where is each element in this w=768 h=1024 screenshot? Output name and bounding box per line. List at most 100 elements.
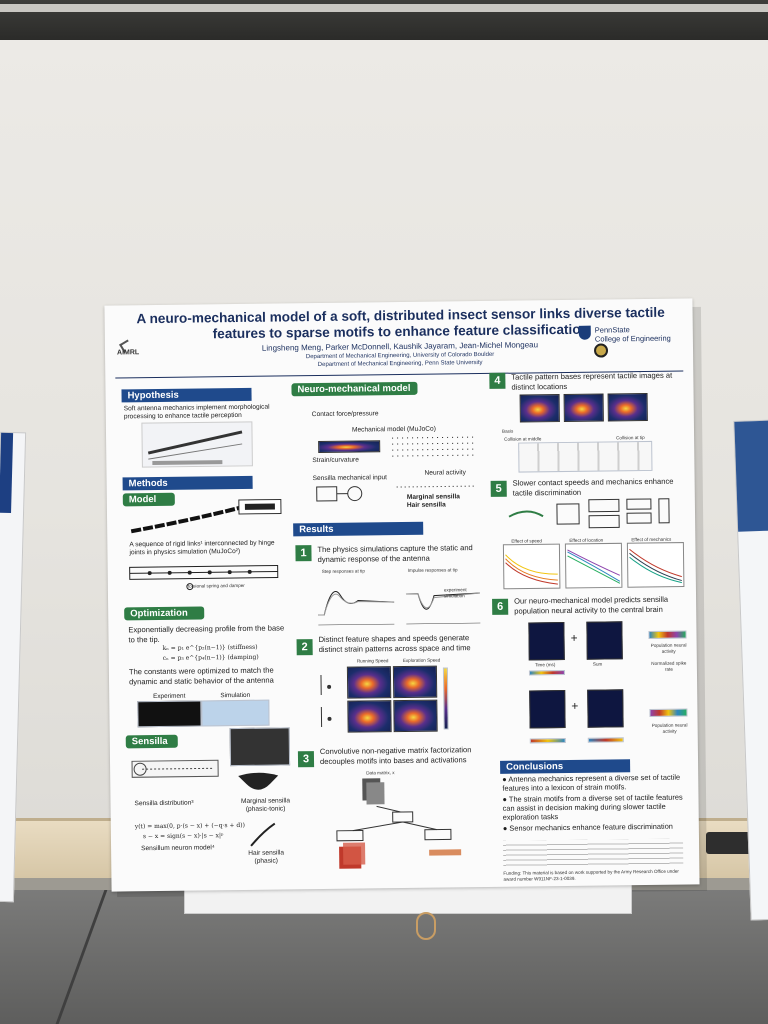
result-4-text: Tactile pattern bases represent tactile … [511, 370, 673, 392]
population-bar-1 [648, 630, 687, 639]
strain-label: Strain/curvature [312, 456, 359, 465]
population-label-2: Population neural activity [651, 722, 688, 734]
eraser [706, 832, 752, 854]
methods-header: Methods [122, 475, 253, 491]
sensillum-equation-1: y(t) = max(0, p·(s − x) + (−q·s + d)) [134, 821, 245, 831]
result-number-6: 6 [492, 598, 509, 615]
hair-sensilla-label: Hair sensilla (phasic) [248, 849, 285, 865]
spike-bar-2 [529, 738, 566, 744]
conclusion-item-1: ● Antenna mechanics represent a diverse … [502, 772, 681, 793]
neural-activity-label: Neural activity [424, 469, 466, 477]
sensilla-distribution-label: Sensilla distribution³ [134, 799, 194, 808]
hypothesis-text: Soft antenna mechanics implement morphol… [123, 403, 270, 421]
population-bar-2 [649, 708, 688, 717]
result-2-text: Distinct feature shapes and speeds gener… [318, 633, 471, 654]
paper-clip [416, 912, 436, 940]
classifier-pipeline-diagram [508, 498, 670, 529]
result-number-4: 4 [489, 372, 506, 389]
sensilla-header: Sensilla [125, 734, 178, 749]
ceiling-rail [0, 4, 768, 12]
sensillum-equation-2: s − x = sign(s − x)·|s − x|ᵖ [142, 832, 224, 841]
neural-activity-map-3 [529, 690, 566, 729]
sensilla-input-label: Sensilla mechanical input [312, 474, 388, 483]
marginal-sensilla-icon [238, 772, 279, 790]
funding-note: Funding: This material is based on work … [503, 868, 679, 882]
poster-title: A neuro-mechanical model of a soft, dist… [136, 304, 665, 342]
hair-sensilla-legend: Hair sensilla [406, 501, 446, 509]
sensilla-micrograph [229, 727, 291, 767]
spike-raster-bottom [396, 485, 477, 488]
strain-heatmap [318, 440, 381, 454]
research-poster: A neuro-mechanical model of a soft, dist… [104, 298, 700, 892]
sensillum-neuron-model-label: Sensillum neuron model⁴ [141, 844, 215, 853]
result-6-text: Our neuro-mechanical model predicts sens… [514, 594, 669, 616]
cnmf-diagram [336, 778, 462, 869]
basis-row-label: Basis [501, 428, 514, 434]
simulation-image [201, 699, 270, 727]
population-label-1: Population neural activity [650, 642, 687, 654]
conclusion-text-3: Sensor mechanics enhance feature discrim… [509, 821, 673, 833]
sensilla-antenna-diagram [131, 759, 219, 778]
hypothesis-header: Hypothesis [121, 387, 252, 403]
aimrl-logo: AIMRL [116, 349, 140, 357]
marginal-sensilla-label: Marginal sensilla (phasic-tonic) [240, 797, 291, 813]
damping-equation: cₙ = p₃ e^{p₄(n−1)} (damping) [162, 653, 259, 662]
conclusions-header: Conclusions [500, 759, 631, 774]
result-3-text: Convolutive non-negative matrix factoriz… [319, 745, 472, 766]
strain-pattern-4 [393, 699, 438, 733]
data-matrix-label: Data matrix, x [366, 770, 395, 776]
neural-activity-map-4 [587, 689, 624, 728]
result-1-text: The physics simulations capture the stat… [317, 543, 473, 564]
neuro-mechanical-header: Neuro-mechanical model [291, 381, 418, 397]
strain-pattern-1 [346, 666, 392, 699]
hair-sensilla-icon [250, 822, 276, 847]
optimization-text-1: Exponentially decreasing profile from th… [128, 623, 285, 644]
running-speed-label: Running Speed [356, 658, 389, 664]
antenna-links-diagram [130, 498, 282, 534]
plus-sign-2: + [571, 698, 579, 713]
normalized-spike-rate-label: Normalized spike rate [651, 660, 687, 672]
conclusion-text-2: The strain motifs from a diverse set of … [502, 792, 683, 822]
result-number-5: 5 [490, 480, 507, 497]
model-text: A sequence of rigid links¹ interconnecte… [129, 539, 275, 557]
exploration-speed-label: Exploration Speed [402, 657, 441, 663]
pennstate-logo: PennState College of Engineering [578, 325, 671, 344]
basis-image-2 [563, 393, 604, 423]
conclusion-item-2: ● The strain motifs from a diverse set o… [502, 792, 683, 822]
spike-bar-3 [587, 737, 624, 743]
stiffness-equation: kₙ = p₁ e^{p₂(n−1)} (stiffness) [162, 643, 258, 652]
legend-simulation: simulation [443, 593, 465, 599]
hypothesis-diagram [141, 421, 253, 468]
result-number-1: 1 [295, 545, 312, 562]
experiment-image [137, 700, 202, 728]
feature-shape-icons [320, 674, 332, 727]
results-header: Results [293, 521, 424, 537]
contact-force-label: Contact force/pressure [311, 410, 379, 419]
basis-image-1 [519, 394, 560, 423]
cu-boulder-logo-icon [593, 343, 609, 358]
neural-activity-map-1 [528, 622, 565, 661]
optimization-text-2: The constants were optimized to match th… [128, 665, 274, 686]
response-plots [318, 591, 481, 626]
time-label-1: Time (ms) [534, 662, 556, 668]
conclusion-text-1: Antenna mechanics represent a diverse se… [502, 772, 681, 793]
neural-activity-map-2 [586, 621, 623, 660]
basis-image-3 [607, 392, 648, 422]
experiment-label: Experiment [153, 692, 186, 701]
spike-bar-1 [528, 670, 565, 676]
result-number-3: 3 [297, 751, 315, 768]
strain-pattern-2 [392, 665, 438, 699]
colorbar [442, 667, 449, 730]
activation-grid [518, 440, 653, 473]
legend-experiment: experiment [443, 587, 467, 593]
sum-label-1: Sum [592, 661, 603, 667]
conclusion-item-3: ● Sensor mechanics enhance feature discr… [502, 821, 673, 833]
pennstate-label: PennState College of Engineering [594, 325, 671, 344]
result-number-2: 2 [296, 639, 313, 656]
references-block [503, 838, 684, 869]
spike-raster-top [392, 436, 477, 457]
optimization-header: Optimization [124, 606, 205, 621]
simulation-label: Simulation [220, 691, 251, 700]
model-caption: torsional spring and damper [187, 582, 245, 589]
